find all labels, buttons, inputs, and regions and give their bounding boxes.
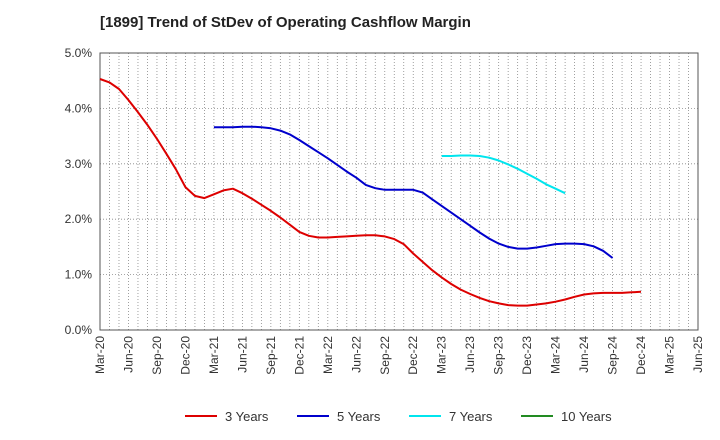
y-tick-label: 0.0% (65, 323, 93, 337)
legend-swatch (521, 415, 553, 417)
x-tick-label: Jun-20 (121, 336, 135, 373)
line-chart: 0.0% 1.0% 2.0% 3.0% 4.0% 5.0% Mar-20 Jun-20 Sep… (65, 46, 705, 375)
chart-title: [1899] Trend of StDev of Operating Cashf… (100, 14, 471, 31)
x-tick-label: Sep-20 (150, 336, 164, 375)
x-tick-label: Dec-22 (406, 336, 420, 375)
plot-area-frame (99, 52, 699, 331)
vertical-gridlines (109, 53, 689, 330)
y-tick-label: 5.0% (65, 46, 93, 60)
legend-swatch (185, 415, 217, 417)
x-tick-label: Sep-21 (264, 336, 278, 375)
y-tick-label: 3.0% (65, 157, 93, 171)
x-tick-label: Sep-23 (492, 336, 506, 375)
x-tick-label: Jun-23 (463, 336, 477, 373)
x-tick-label: Mar-23 (435, 336, 449, 374)
x-tick-label: Mar-22 (321, 336, 335, 374)
y-tick-label: 1.0% (65, 268, 93, 282)
legend-label: 10 Years (561, 408, 612, 424)
legend-item: 3 Years (185, 404, 268, 428)
series-lines (99, 78, 642, 307)
legend-label: 7 Years (449, 408, 493, 424)
x-tick-label: Dec-23 (520, 336, 534, 375)
y-tick-label: 2.0% (65, 212, 93, 226)
x-tick-label: Mar-24 (549, 336, 563, 374)
x-tick-label: Jun-22 (349, 336, 363, 373)
x-tick-label: Sep-22 (378, 336, 392, 375)
x-tick-label: Sep-24 (606, 336, 620, 375)
x-tick-label: Jun-24 (577, 336, 591, 373)
y-tick-label: 4.0% (65, 101, 93, 115)
x-tick-label: Dec-21 (292, 336, 306, 375)
x-tick-label: Jun-21 (235, 336, 249, 373)
x-tick-label: Mar-25 (663, 336, 677, 374)
x-tick-label: Mar-21 (207, 336, 221, 374)
x-tick-label: Dec-20 (178, 336, 192, 375)
legend-item: 7 Years (409, 404, 492, 428)
series-line-7-years (441, 154, 566, 195)
legend-label: 5 Years (337, 408, 381, 424)
chart-legend: 3 Years 5 Years 7 Years 10 Years (0, 404, 720, 428)
legend-swatch (409, 415, 441, 417)
x-tick-label: Dec-24 (634, 336, 648, 375)
x-tick-label: Mar-20 (93, 336, 107, 374)
legend-swatch (297, 415, 329, 417)
x-axis-tick-labels: Mar-20 Jun-20 Sep-20 Dec-20 Mar-21 Jun-21 Sep-… (93, 336, 705, 375)
series-line-3-years (99, 78, 642, 307)
x-tick-label: Jun-25 (691, 336, 705, 373)
series-line-5-years (213, 125, 614, 259)
legend-label: 3 Years (225, 408, 269, 424)
horizontal-gridlines (100, 108, 698, 276)
legend-item: 5 Years (297, 404, 380, 428)
legend-item: 10 Years (521, 404, 612, 428)
y-axis-tick-labels: 0.0% 1.0% 2.0% 3.0% 4.0% 5.0% (65, 46, 93, 337)
